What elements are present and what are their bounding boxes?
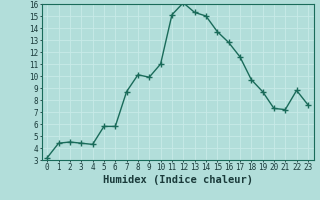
X-axis label: Humidex (Indice chaleur): Humidex (Indice chaleur) [103, 175, 252, 185]
